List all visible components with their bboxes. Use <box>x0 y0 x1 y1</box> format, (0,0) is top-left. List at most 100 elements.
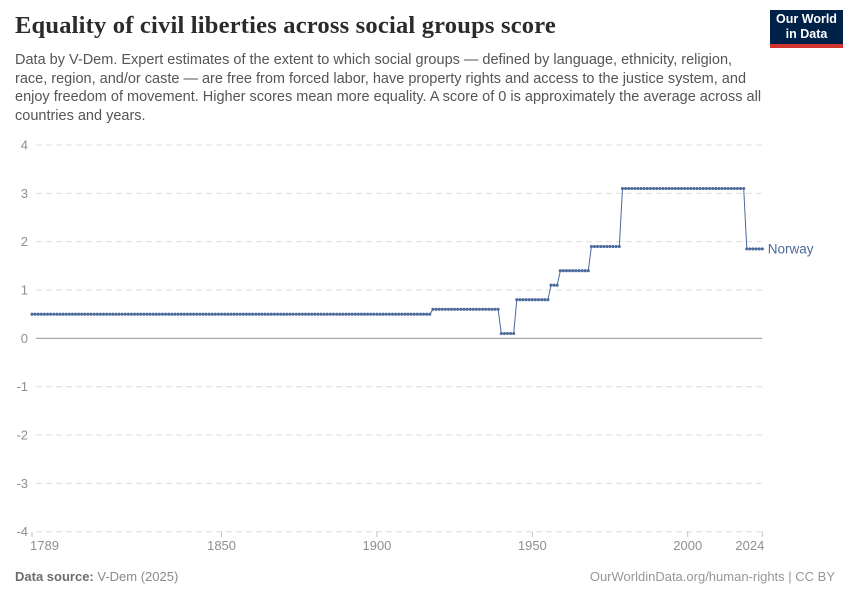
data-source-label: Data source: <box>15 569 94 584</box>
data-point <box>481 307 485 311</box>
data-point <box>235 312 239 316</box>
data-point <box>282 312 286 316</box>
data-point <box>136 312 140 316</box>
data-point <box>145 312 149 316</box>
data-point <box>400 312 404 316</box>
data-point <box>244 312 248 316</box>
attribution: OurWorldinData.org/human-rights | CC BY <box>589 569 835 584</box>
data-point <box>530 298 534 302</box>
data-point <box>667 186 671 191</box>
data-point <box>425 312 429 316</box>
data-point <box>247 312 252 316</box>
data-point <box>176 312 180 316</box>
data-point <box>462 307 466 311</box>
data-point <box>42 312 46 316</box>
data-point <box>453 307 457 311</box>
data-point <box>726 186 730 191</box>
data-point <box>123 312 127 316</box>
data-point <box>64 312 68 316</box>
data-point <box>732 186 736 191</box>
data-point <box>655 186 659 191</box>
data-point <box>474 307 478 311</box>
data-point <box>418 312 423 316</box>
data-point <box>275 312 280 316</box>
owid-logo-line1: Our World <box>776 12 837 26</box>
data-point <box>751 247 755 251</box>
series-line <box>32 188 763 334</box>
data-point <box>670 186 674 191</box>
data-point <box>720 186 724 191</box>
data-point <box>394 312 398 316</box>
data-point <box>642 186 646 191</box>
data-point <box>61 312 65 316</box>
data-point <box>142 312 146 316</box>
data-point <box>679 186 684 191</box>
data-point <box>440 307 444 311</box>
data-point <box>549 283 553 287</box>
data-source: Data source: V-Dem (2025) <box>15 569 178 584</box>
data-point <box>490 307 494 311</box>
x-axis-tick-label: 2000 <box>673 538 702 553</box>
data-point <box>636 186 640 191</box>
data-point <box>272 312 276 316</box>
data-point <box>80 312 84 316</box>
data-point <box>195 312 199 316</box>
data-point <box>223 312 227 316</box>
data-point <box>757 247 761 251</box>
data-point <box>524 298 528 302</box>
data-point <box>120 312 124 316</box>
data-point <box>269 312 273 316</box>
data-point <box>294 312 298 316</box>
data-point <box>328 312 332 316</box>
data-point <box>213 312 217 316</box>
page-title: Equality of civil liberties across socia… <box>15 12 556 39</box>
data-point <box>760 247 764 251</box>
data-point <box>241 312 245 316</box>
data-point <box>639 186 643 191</box>
data-point <box>372 312 376 316</box>
data-point <box>698 186 702 191</box>
data-point <box>729 186 733 191</box>
data-point <box>456 307 460 311</box>
data-point <box>257 312 261 316</box>
chart-footer: Data source: V-Dem (2025) OurWorldinData… <box>15 569 835 584</box>
data-point <box>52 312 56 316</box>
data-point <box>390 312 395 316</box>
data-point <box>673 186 677 191</box>
data-point <box>555 283 559 287</box>
data-point <box>471 307 475 311</box>
data-point <box>356 312 360 316</box>
data-point <box>251 312 255 316</box>
data-point <box>434 307 438 311</box>
data-point <box>583 269 587 273</box>
data-point <box>558 269 562 273</box>
data-point <box>129 312 133 316</box>
data-point <box>92 312 96 316</box>
data-point <box>338 312 342 316</box>
data-point <box>661 186 665 191</box>
data-point <box>86 312 90 316</box>
data-point <box>465 307 469 311</box>
data-point <box>624 186 628 191</box>
data-point <box>574 269 578 273</box>
data-point <box>70 312 74 316</box>
data-point <box>658 186 662 191</box>
data-point <box>446 307 450 311</box>
data-point <box>533 298 537 302</box>
data-point <box>77 312 81 316</box>
data-point <box>645 186 649 191</box>
data-point <box>126 312 130 316</box>
data-point <box>207 312 211 316</box>
data-point <box>204 312 208 316</box>
data-point <box>633 186 637 191</box>
data-point <box>518 298 522 302</box>
data-point <box>552 283 556 287</box>
data-point <box>198 312 202 316</box>
data-point <box>263 312 267 316</box>
data-point <box>648 186 652 191</box>
data-point <box>133 312 137 316</box>
y-axis-tick-label: 1 <box>21 283 28 298</box>
data-point <box>605 244 609 249</box>
data-point <box>742 186 746 191</box>
owid-logo: Our World in Data <box>770 10 843 48</box>
